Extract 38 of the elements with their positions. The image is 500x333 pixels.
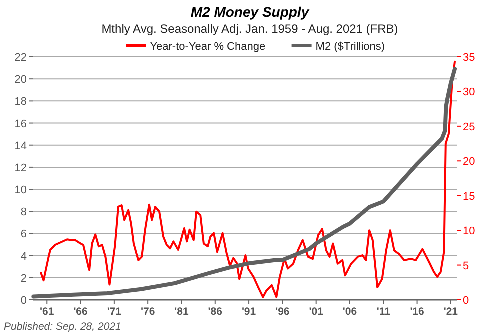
y2-tick-label: 25: [463, 121, 476, 134]
x-tick-label: '06: [342, 306, 358, 318]
x-tick-label: '01: [309, 306, 324, 318]
y-tick-label: 6: [20, 228, 27, 241]
y-tick-label: 14: [14, 140, 27, 152]
x-tick-label: '16: [410, 306, 425, 318]
y2-tick-label: 15: [463, 190, 476, 203]
legend-label: M2 ($Trillions): [316, 41, 386, 53]
y-tick-label: 12: [14, 162, 27, 174]
chart-subtitle: Mthly Avg. Seasonally Adj. Jan. 1959 - Aug. 2021 (FRB): [102, 22, 398, 36]
y2-tick-label: 35: [463, 52, 476, 64]
y2-tick-label: 5: [463, 260, 470, 272]
x-tick-label: '21: [444, 306, 458, 318]
y-tick-label: 10: [14, 184, 27, 197]
x-tick-label: '96: [276, 306, 290, 318]
legend-label: Year-to-Year % Change: [150, 41, 266, 53]
x-tick-label: '76: [140, 306, 156, 318]
x-tick-label: '81: [174, 306, 189, 318]
chart-title: M2 Money Supply: [190, 4, 310, 20]
x-tick-label: '11: [376, 306, 391, 318]
y-tick-label: 4: [20, 250, 27, 263]
y2-tick-label: 0: [463, 295, 470, 307]
x-tick-label: '61: [40, 306, 54, 318]
y2-tick-label: 20: [463, 156, 476, 168]
y-tick-label: 2: [20, 272, 27, 285]
y-tick-label: 22: [14, 52, 27, 64]
y-tick-label: 0: [20, 295, 27, 307]
y-tick-label: 18: [14, 96, 27, 108]
y2-tick-label: 30: [463, 86, 476, 99]
x-tick-label: '86: [208, 306, 223, 318]
y2-tick-label: 10: [463, 226, 476, 238]
y-tick-label: 20: [14, 74, 27, 86]
x-tick-label: '91: [242, 306, 256, 318]
text: Published: Sep. 28, 2021: [4, 321, 122, 333]
y-tick-label: 8: [20, 206, 27, 219]
x-tick-label: '71: [107, 306, 122, 318]
y-tick-label: 16: [14, 118, 27, 130]
x-tick-label: '66: [74, 306, 88, 318]
